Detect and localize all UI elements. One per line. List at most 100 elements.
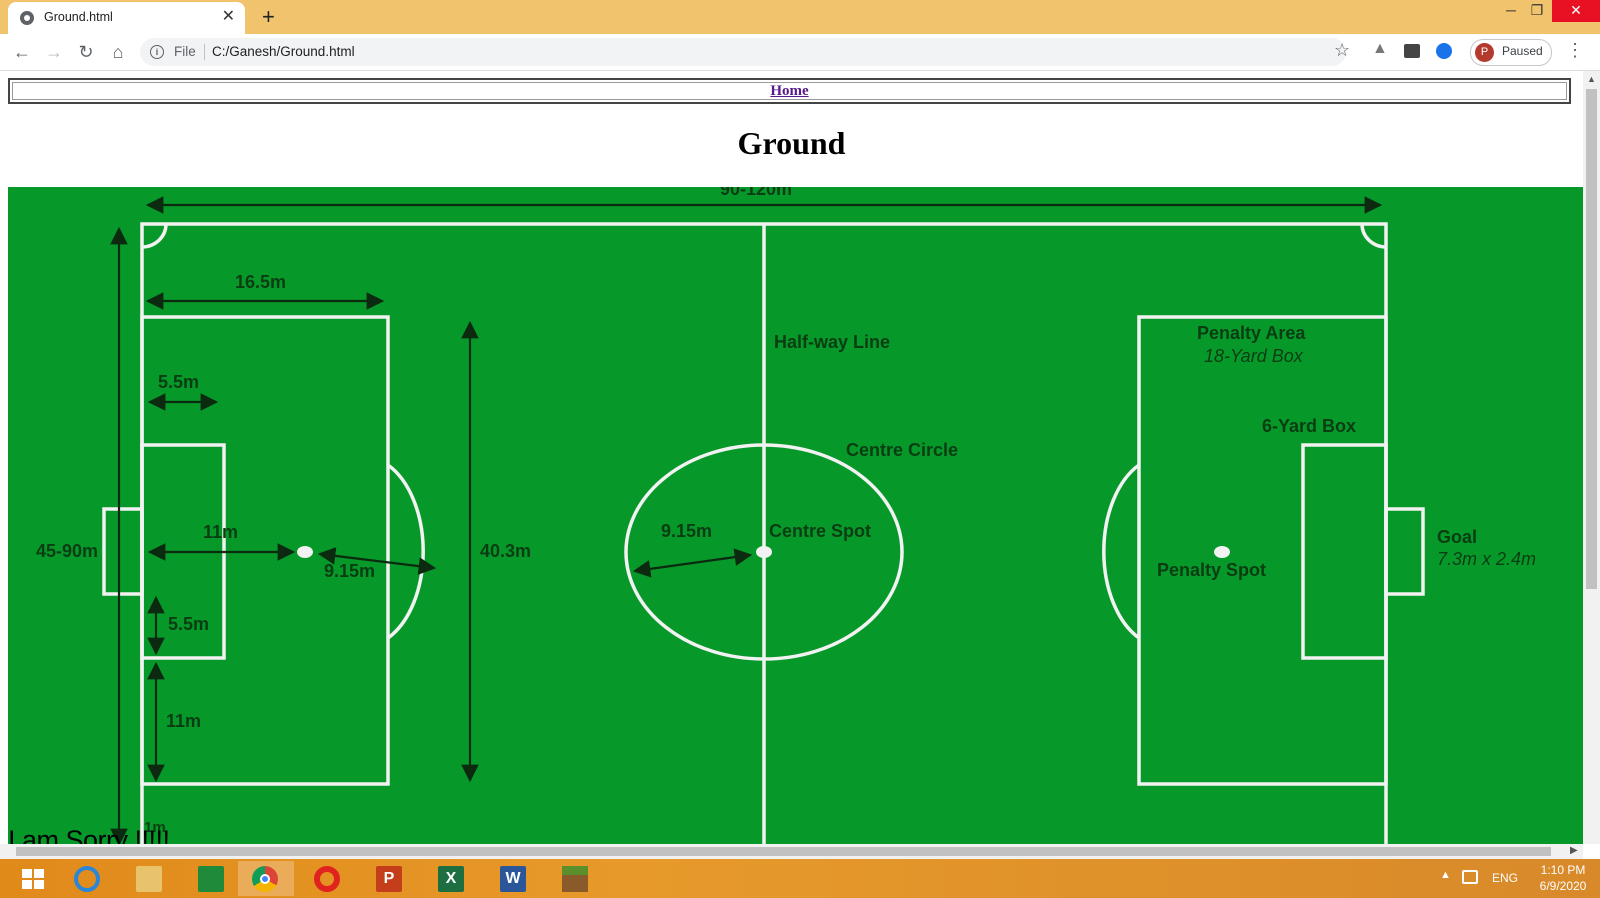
search-extension-icon[interactable] xyxy=(1436,43,1452,59)
omnibox-divider xyxy=(204,44,205,60)
six-yard-box-label: 6-Yard Box xyxy=(1262,416,1357,436)
penalty-spot-dist-label: 11m xyxy=(203,522,239,542)
screenshot-extension-icon[interactable] xyxy=(1404,44,1420,58)
home-link[interactable]: Home xyxy=(770,83,809,99)
bookmark-star-icon[interactable]: ☆ xyxy=(1334,40,1351,60)
penalty-area-label: Penalty Area xyxy=(1197,323,1306,343)
scroll-up-icon[interactable]: ▲ xyxy=(1587,74,1596,84)
length-label: 90-120m xyxy=(720,187,793,199)
drive-extension-icon[interactable]: ▲ xyxy=(1372,40,1388,57)
clock-date: 6/9/2020 xyxy=(1539,879,1587,893)
opera-icon xyxy=(314,866,340,892)
goal-size-label: 7.3m x 2.4m xyxy=(1437,549,1537,569)
footer-text: I am Sorry !!!!! xyxy=(8,825,170,844)
taskbar-excel[interactable]: X xyxy=(424,861,480,896)
penalty-depth-label: 16.5m xyxy=(235,272,287,292)
clock-time: 1:10 PM xyxy=(1540,863,1586,877)
penalty-area-sublabel: 18-Yard Box xyxy=(1204,346,1303,366)
browser-toolbar: ← → ↻ ⌂ i File C:/Ganesh/Ground.html xyxy=(0,34,1600,71)
left-penalty-spot xyxy=(297,546,313,558)
taskbar-powerpoint[interactable]: P xyxy=(362,861,418,896)
halfway-line-label: Half-way Line xyxy=(774,332,891,352)
arc-radius-arrow xyxy=(317,547,437,575)
maximize-button[interactable]: ❐ xyxy=(1530,2,1544,18)
chrome-icon xyxy=(252,866,278,892)
vertical-scrollbar[interactable]: ▲ xyxy=(1583,71,1600,844)
six-yard-depth-label: 5.5m xyxy=(158,372,200,392)
penalty-spot-label: Penalty Spot xyxy=(1157,560,1267,580)
taskbar-internet-explorer[interactable] xyxy=(60,861,116,896)
kebab-menu-icon[interactable]: ⋮ xyxy=(1566,40,1584,60)
windows-logo-icon xyxy=(22,869,44,889)
corner-arc-tr xyxy=(1360,223,1387,249)
new-tab-button[interactable]: + xyxy=(262,4,275,29)
corner-dist-label: 1m xyxy=(144,819,166,836)
right-goal xyxy=(1384,507,1425,596)
left-penalty-arc xyxy=(386,463,425,640)
excel-icon: X xyxy=(438,866,464,892)
goal-to-box-label: 11m xyxy=(166,711,202,731)
reload-button[interactable]: ↻ xyxy=(78,42,94,62)
taskbar-file-explorer[interactable] xyxy=(122,861,178,896)
url-text[interactable]: C:/Ganesh/Ground.html xyxy=(212,44,355,59)
football-pitch-image: 90-120m 16.5m 5.5m 45-90m 11m 9.15m 5.5m… xyxy=(8,187,1583,844)
arc-radius-label: 9.15m xyxy=(324,561,376,581)
tab-title: Ground.html xyxy=(44,10,113,24)
avatar: P xyxy=(1475,43,1494,62)
network-icon[interactable] xyxy=(1462,870,1478,884)
taskbar-store[interactable] xyxy=(184,861,240,896)
minecraft-icon xyxy=(562,866,588,892)
centre-spot-label: Centre Spot xyxy=(769,521,872,541)
scheme-label: File xyxy=(174,44,196,59)
horizontal-scroll-thumb[interactable] xyxy=(16,847,1551,856)
centre-circle xyxy=(624,443,904,661)
close-window-button[interactable]: ✕ xyxy=(1552,0,1600,22)
penalty-width-label: 40.3m xyxy=(480,541,532,561)
taskbar-word[interactable]: W xyxy=(486,861,542,896)
profile-status: Paused xyxy=(1502,44,1543,58)
taskbar-opera[interactable] xyxy=(300,861,356,896)
circle-radius-arrow xyxy=(632,548,753,578)
goal-label: Goal xyxy=(1437,527,1478,547)
pitch-drawing xyxy=(102,196,1425,844)
horizontal-scrollbar[interactable]: ▶ xyxy=(0,844,1583,859)
corner-arc-tl xyxy=(141,223,168,249)
address-bar[interactable]: i File C:/Ganesh/Ground.html xyxy=(140,38,1346,66)
folder-icon xyxy=(136,866,162,892)
right-penalty-area xyxy=(1137,315,1388,786)
page-viewport: Home Ground xyxy=(0,71,1583,844)
tab-strip: Ground.html ✕ + ─ ❐ ✕ xyxy=(0,0,1600,34)
circle-radius-label: 9.15m xyxy=(661,521,713,541)
info-icon[interactable]: i xyxy=(150,45,164,59)
taskbar-chrome[interactable] xyxy=(238,861,294,896)
start-button[interactable] xyxy=(6,861,62,896)
width-label: 45-90m xyxy=(36,541,99,561)
word-icon: W xyxy=(500,866,526,892)
left-goal xyxy=(102,507,144,596)
minimize-button[interactable]: ─ xyxy=(1506,2,1516,18)
forward-button[interactable]: → xyxy=(45,42,63,62)
right-six-yard-box xyxy=(1301,443,1388,660)
show-hidden-icons-icon[interactable]: ▲ xyxy=(1440,869,1451,881)
scroll-right-icon[interactable]: ▶ xyxy=(1570,845,1578,856)
centre-spot xyxy=(756,546,772,558)
clock[interactable]: 1:10 PM 6/9/2020 xyxy=(1528,862,1598,894)
input-language[interactable]: ENG xyxy=(1492,871,1519,885)
globe-icon xyxy=(20,11,34,25)
vertical-scroll-thumb[interactable] xyxy=(1586,89,1597,589)
back-button[interactable]: ← xyxy=(13,42,31,62)
windows-taskbar: P X W ▲ ENG 1:10 PM 6/9/2020 xyxy=(0,859,1600,898)
right-penalty-arc xyxy=(1102,463,1141,640)
profile-button[interactable]: P Paused xyxy=(1470,39,1552,66)
centre-circle-label: Centre Circle xyxy=(846,440,959,460)
powerpoint-icon: P xyxy=(376,866,402,892)
six-yard-offset-label: 5.5m xyxy=(168,614,210,634)
tab-ground[interactable]: Ground.html ✕ xyxy=(8,2,245,34)
home-button[interactable]: ⌂ xyxy=(112,42,124,62)
taskbar-minecraft[interactable] xyxy=(548,861,604,896)
store-icon xyxy=(198,866,224,892)
right-penalty-spot xyxy=(1214,546,1230,558)
close-tab-icon[interactable]: ✕ xyxy=(221,8,235,25)
internet-explorer-icon xyxy=(74,866,100,892)
nav-table: Home xyxy=(8,78,1571,104)
